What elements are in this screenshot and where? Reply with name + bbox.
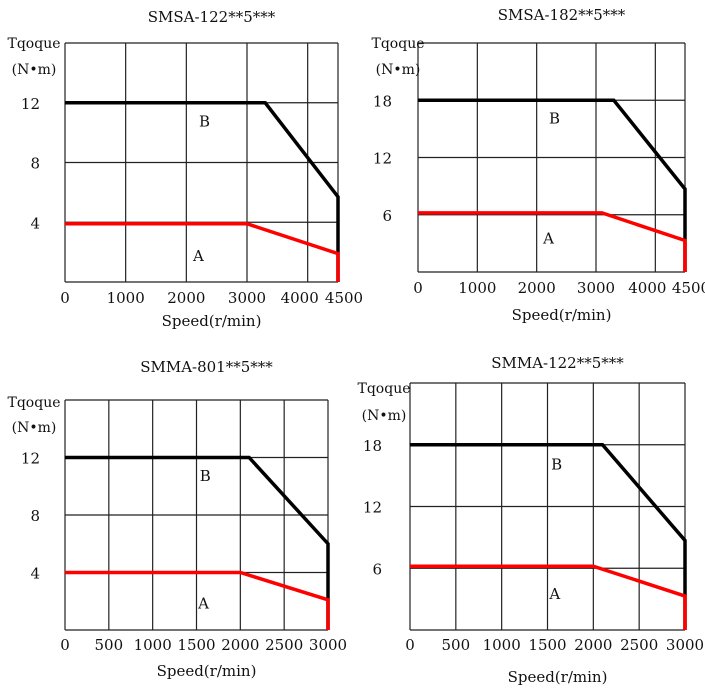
x-tick-label: 2000 [574, 636, 612, 654]
x-tick-label: 500 [95, 636, 124, 654]
x-tick-label: 1500 [528, 636, 566, 654]
series-line-a [65, 570, 330, 630]
series-line-a [65, 221, 340, 282]
series-line-b [65, 101, 340, 282]
x-tick-label: 3000 [309, 636, 347, 654]
curve-label-a: A [192, 247, 204, 265]
chart-panel-4: SMMA-122**5*** Tqoque (N•m) 6 12 18 0 500 1000 15… [358, 354, 705, 686]
y-axis-label: Tqoque [358, 381, 411, 397]
chart-title: SMSA-122**5*** [148, 8, 276, 26]
series-line-a [410, 564, 687, 630]
chart-panel-3: SMMA-801**5*** Tqoque (N•m) 4 8 12 0 500 1000 150… [8, 358, 348, 680]
x-tick-label: 2500 [620, 636, 658, 654]
y-tick-label: 8 [30, 507, 40, 525]
x-tick-label: 4500 [325, 289, 363, 307]
chart-panel-1: SMSA-122**5*** Tqoque (N•m) 4 8 12 0 1000 2000 30… [8, 8, 364, 330]
series-line-a [418, 211, 687, 272]
x-tick-label: 0 [60, 636, 70, 654]
curve-label-a: A [548, 585, 560, 603]
x-tick-label: 500 [442, 636, 471, 654]
y-tick-label: 18 [363, 437, 382, 455]
curve-label-a: A [542, 230, 554, 248]
y-axis-label: Tqoque [372, 36, 425, 52]
x-tick-label: 1000 [458, 279, 496, 297]
chart-title: SMMA-801**5*** [140, 358, 273, 376]
y-tick-label: 8 [30, 155, 40, 173]
x-tick-label: 1500 [177, 636, 215, 654]
x-tick-label: 3000 [666, 636, 704, 654]
curve-label-b: B [200, 467, 211, 485]
x-tick-label: 0 [413, 279, 423, 297]
y-tick-label: 12 [373, 150, 392, 168]
y-axis-label: Tqoque [8, 395, 61, 411]
x-axis-label: Speed(r/min) [162, 312, 262, 330]
x-tick-label: 3000 [228, 289, 266, 307]
x-tick-label: 2500 [265, 636, 303, 654]
y-axis-unit-label: (N•m) [12, 62, 57, 78]
x-tick-label: 4000 [628, 279, 666, 297]
x-axis-label: Speed(r/min) [508, 668, 608, 686]
x-tick-label: 0 [405, 636, 415, 654]
x-tick-label: 4500 [672, 279, 705, 297]
x-axis-label: Speed(r/min) [157, 662, 257, 680]
y-tick-label: 4 [30, 565, 40, 583]
chart-title: SMMA-122**5*** [491, 354, 624, 372]
x-tick-label: 1000 [134, 636, 172, 654]
series-line-b [410, 443, 687, 630]
x-tick-label: 1000 [483, 636, 521, 654]
x-tick-label: 3000 [577, 279, 615, 297]
series-line-b [65, 455, 330, 630]
curve-label-a: A [197, 595, 209, 613]
y-tick-label: 12 [21, 95, 40, 113]
y-axis-unit-label: (N•m) [12, 420, 57, 436]
x-tick-label: 2000 [221, 636, 259, 654]
y-axis-label: Tqoque [8, 36, 61, 52]
curve-label-b: B [549, 109, 560, 127]
y-axis-unit-label: (N•m) [376, 62, 421, 78]
y-tick-label: 4 [30, 214, 40, 232]
x-tick-label: 2000 [518, 279, 556, 297]
chart-panel-2: SMSA-182**5*** Tqoque (N•m) 6 12 18 0 1000 2000 3… [372, 6, 705, 324]
x-tick-label: 4000 [281, 289, 319, 307]
y-tick-label: 6 [372, 560, 382, 578]
y-tick-label: 6 [382, 207, 392, 225]
y-tick-label: 12 [21, 450, 40, 468]
curve-label-b: B [199, 113, 210, 131]
series-line-b [418, 98, 687, 272]
x-tick-label: 0 [60, 289, 70, 307]
y-axis-unit-label: (N•m) [362, 408, 407, 424]
x-tick-label: 1000 [107, 289, 145, 307]
y-tick-label: 18 [373, 92, 392, 110]
chart-title: SMSA-182**5*** [498, 6, 626, 24]
x-axis-label: Speed(r/min) [512, 306, 612, 324]
y-tick-label: 12 [363, 499, 382, 517]
x-tick-label: 2000 [167, 289, 205, 307]
curve-label-b: B [551, 455, 562, 473]
